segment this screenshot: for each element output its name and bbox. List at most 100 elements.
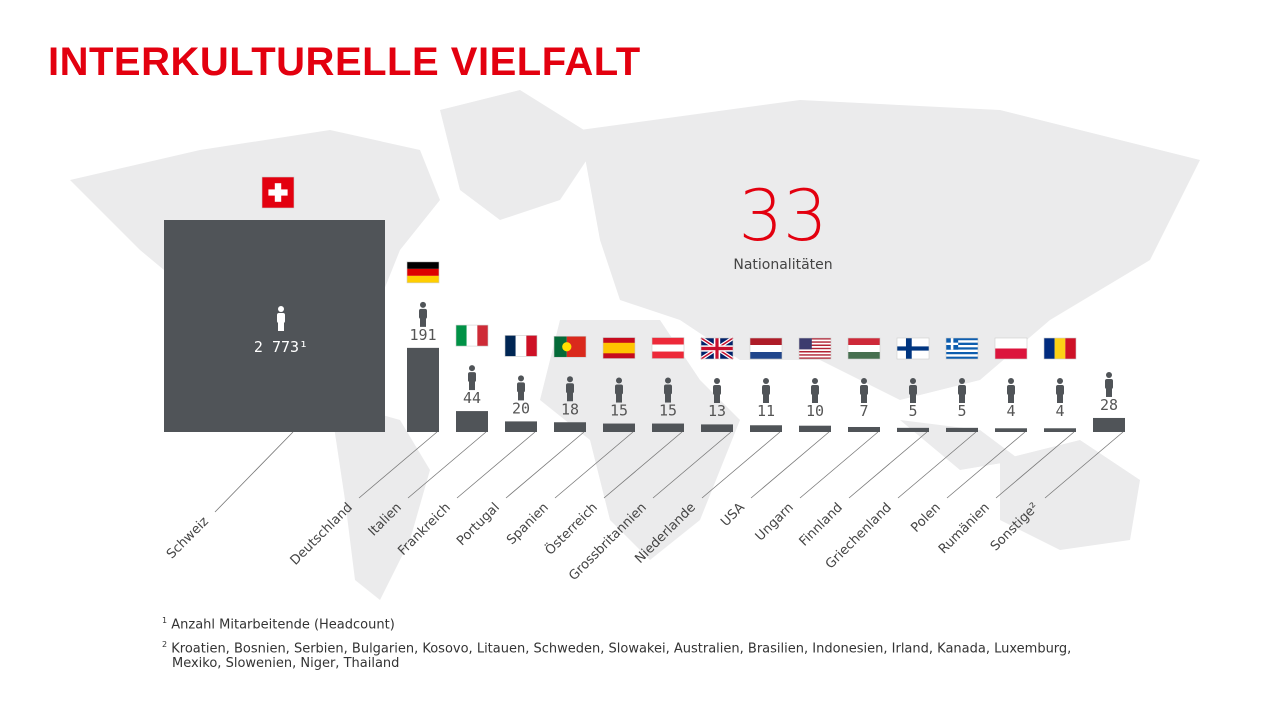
person-head [861,378,867,384]
value-label: 28 [1100,396,1118,414]
flag-stripe [799,357,831,359]
leader-line [1044,431,1124,499]
person-body [811,385,819,395]
person-body [566,383,574,394]
flag-ro-icon [1043,337,1077,360]
flag-stripe [848,352,880,359]
flag-it-icon [455,324,489,347]
bar-group-13: 4 Polen [908,337,1028,536]
value-label: 191 [409,326,436,344]
footnote-1: 1 Anzahl Mitarbeitende (Headcount) [162,613,395,633]
leader-line [946,431,1026,499]
flag-stripe [1065,338,1076,359]
flag-gr-icon [945,337,979,360]
person-icon [909,378,917,403]
flag-border [651,337,685,359]
leader-line [603,431,683,499]
leader-line [897,431,977,499]
page-title: INTERKULTURELLE VIELFALT [48,40,641,84]
person-head [616,377,622,384]
flag-stripe [946,340,978,343]
flag-pt-icon [553,335,587,358]
flag-stripe [799,341,831,343]
flag-stripe [407,275,439,283]
flag-stripe [946,338,978,341]
value-label: 4 [1055,402,1064,420]
flag-stripe [799,342,831,345]
person-body [762,385,770,395]
leader-line [750,431,830,499]
nationalities-label: Nationalitäten [733,257,833,273]
value-label: 20 [512,399,530,417]
flag-stripe [946,345,978,348]
flag-us-icon [798,337,832,360]
person-legs [1057,393,1063,403]
category-label: Spanien [504,500,552,548]
bar [1044,428,1076,432]
category-label: Portugal [454,500,503,549]
leader-line [407,431,487,499]
flag-stripe [1054,338,1066,359]
person-head [714,378,720,384]
person-body [909,385,917,395]
flag-stripe [554,336,567,358]
leader-line [456,431,536,499]
value-label: 4 [1006,402,1015,420]
flag-stripe [799,350,831,353]
person-icon [713,378,721,403]
value-label: 44 [463,389,481,407]
flag-stripe [652,351,684,359]
flag-at-icon [651,337,685,359]
flag-stripe [799,347,831,350]
person-legs [518,390,524,401]
person-legs [278,321,284,331]
flag-emblem [562,342,572,352]
bar-group-11: 5 Finnland [797,337,930,550]
person-head [420,301,426,308]
bar [750,425,782,432]
person-legs [616,392,622,403]
flag-stripe [750,352,782,359]
flag-border [700,337,734,360]
bar [799,425,831,432]
category-label: Ungarn [753,500,797,544]
flag-stripe [946,342,959,345]
person-legs [567,391,573,402]
category-label: Sonstige² [988,500,1042,554]
value-label: 2 773¹ [254,338,308,356]
person-body [713,385,721,395]
flag-stripe [701,346,733,351]
bar-group-9: 10 USA [718,337,832,530]
bar [554,422,586,432]
bar [407,347,439,432]
person-icon [1056,378,1064,403]
category-label: Schweiz [164,514,212,562]
flag-fr-icon [504,335,538,357]
flag-border [994,337,1028,360]
person-icon [419,301,427,327]
value-label: 7 [859,402,868,420]
person-icon [517,375,525,401]
person-head [567,376,573,383]
person-legs [763,393,769,403]
leader-line [505,431,585,499]
category-label: USA [718,500,748,530]
leader-line [214,431,294,513]
flag-stripe [946,352,978,355]
value-label: 15 [659,402,677,420]
flag-stripe [268,189,288,196]
leader-line [995,431,1075,499]
nationalities-count: 33 [738,175,828,257]
flag-stripe [946,349,978,352]
bar [456,411,488,432]
person-icon [468,365,476,391]
flag-stripe [799,354,831,356]
flag-stripe [799,338,831,340]
footnote-2-continued: Mexiko, Slowenien, Niger, Thailand [172,656,400,671]
flag-stripe [603,342,635,354]
leader-line [652,431,732,499]
footnote-mark: 2 [162,640,168,649]
flag-border [896,337,930,360]
flag-stripe [566,336,586,358]
person-legs [469,380,475,391]
